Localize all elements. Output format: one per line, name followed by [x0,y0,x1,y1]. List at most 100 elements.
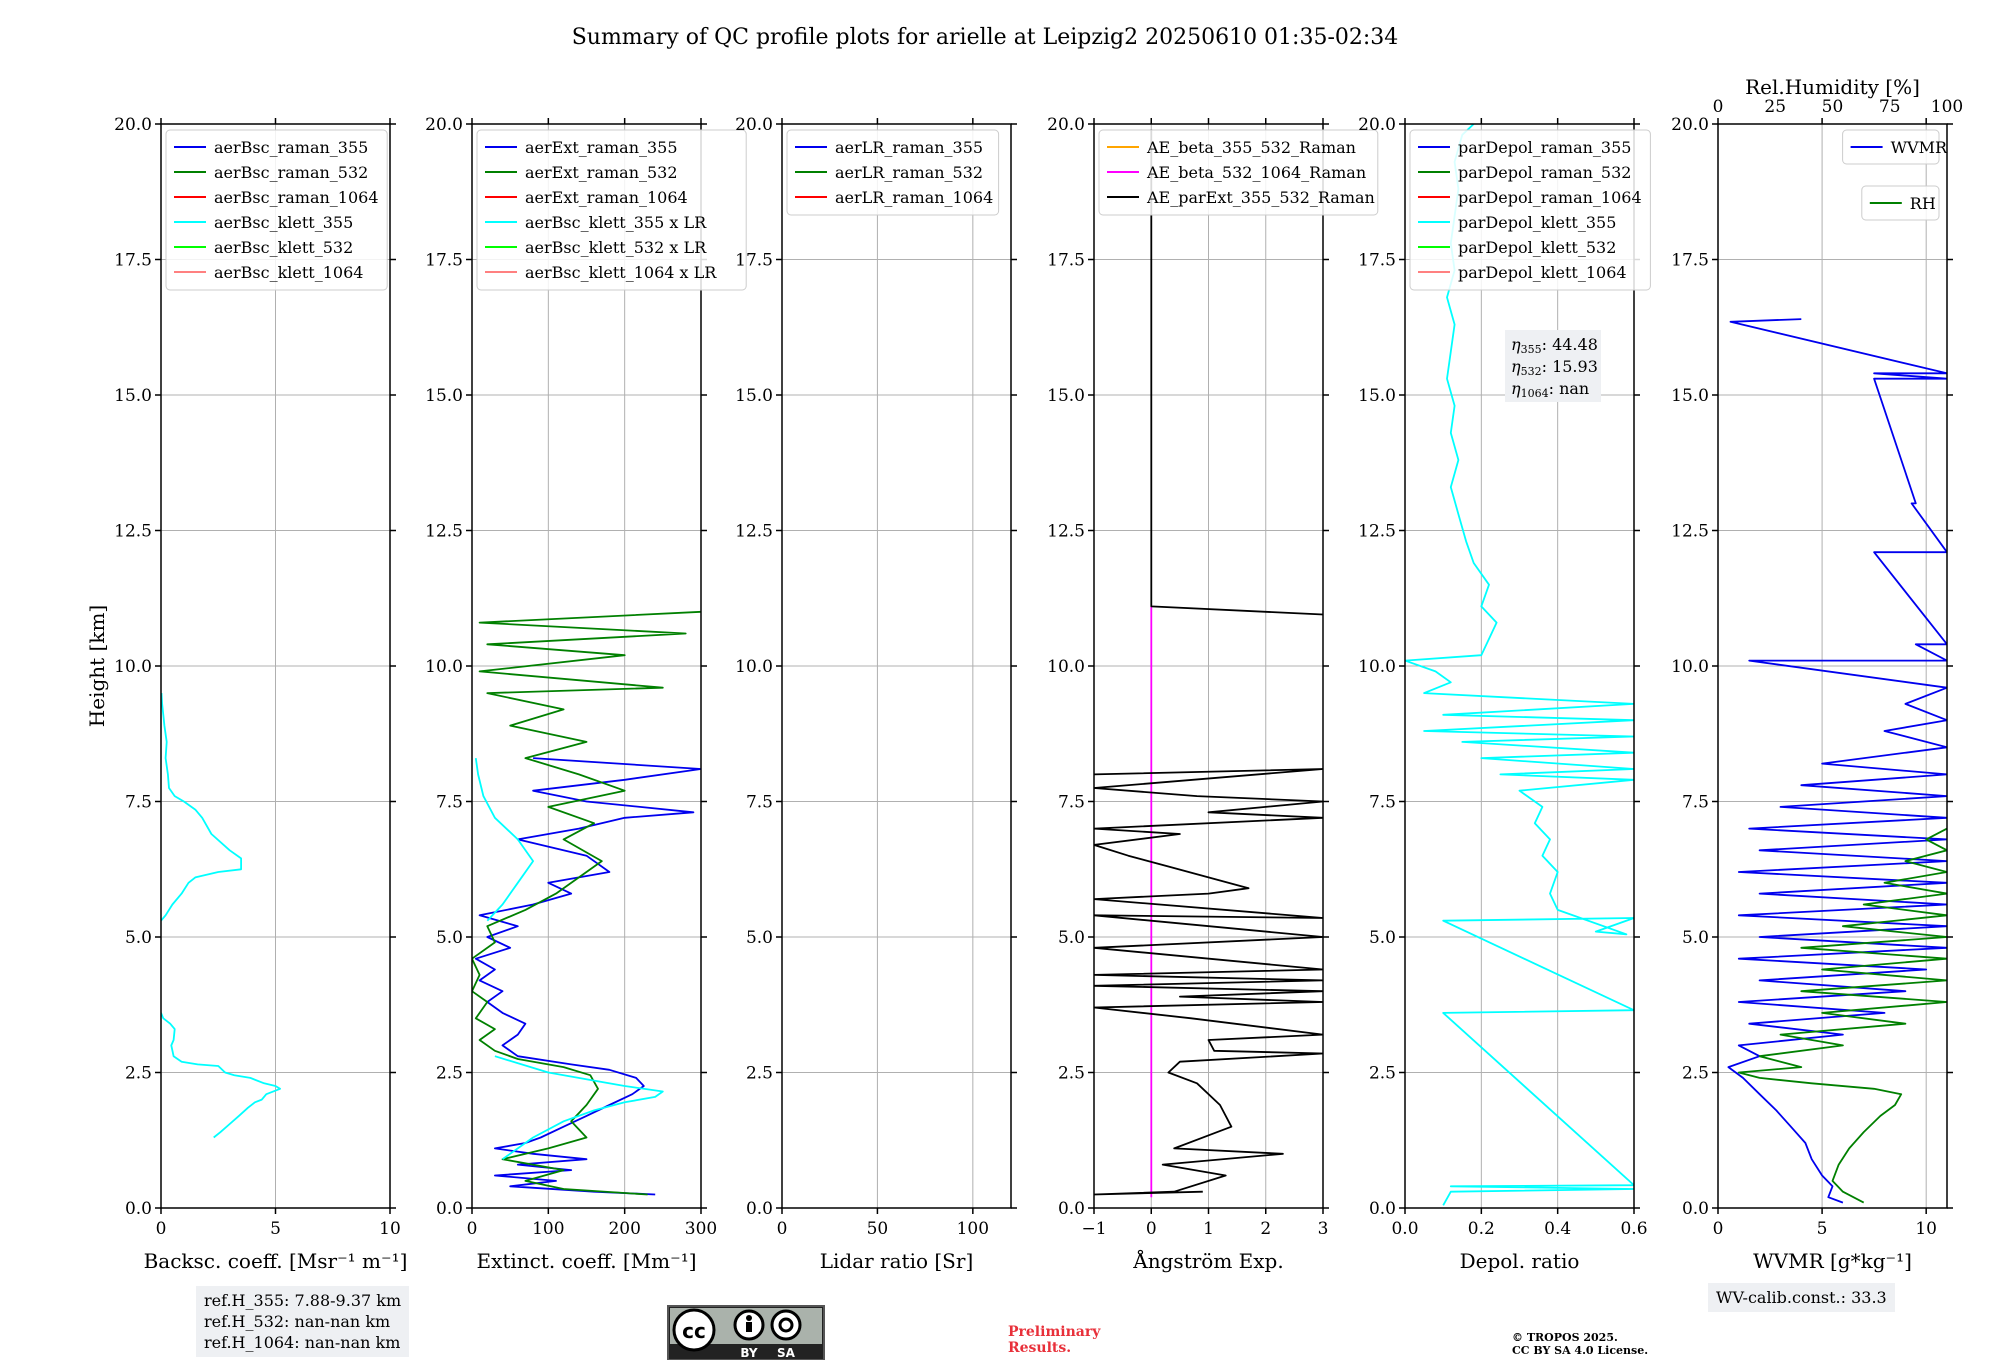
y-axis-label: Height [km] [85,605,109,727]
cc-logo-text: cc [682,1319,706,1343]
y-tick-label: 20.0 [1358,115,1396,135]
x-tick-label: 0.4 [1544,1219,1571,1239]
legend-box-2: RH [1861,185,1940,221]
x-tick-label: 0 [156,1219,167,1239]
y-tick-label: 2.5 [436,1064,463,1084]
legend-entry: aerBsc_klett_1064 x LR [525,263,717,282]
y-tick-label: 10.0 [1047,657,1085,677]
x-axis-label: Lidar ratio [Sr] [820,1249,974,1273]
cc-sa-label: SA [777,1346,796,1360]
legend-entry: parDepol_raman_355 [1458,138,1631,157]
y-tick-label: 5.0 [436,928,463,948]
y-tick-label: 0.0 [1682,1199,1709,1219]
top-tick-label: 25 [1764,97,1786,117]
y-tick-label: 0.0 [746,1199,773,1219]
x-tick-label: 5 [270,1219,281,1239]
legend-entry: aerBsc_klett_532 x LR [525,238,707,257]
legend-entry: aerLR_raman_532 [835,163,983,182]
y-tick-label: 12.5 [1358,522,1396,542]
legend-entry: parDepol_raman_532 [1458,163,1631,182]
panel-ext: 0.0 2.5 5.0 7.5 10.0 12.5 15.0 17.5 20.0 0 100 200 3… [425,115,747,1273]
legend-entry: aerExt_raman_532 [525,163,678,182]
eta-line: η355: 44.48 [1511,335,1598,356]
legend-entry: AE_beta_532_1064_Raman [1146,163,1366,182]
y-tick-label: 0.0 [1058,1199,1085,1219]
x-tick-label: 1 [1203,1219,1214,1239]
top-tick-label: 100 [1931,97,1963,117]
axes-frame [160,123,391,1209]
y-tick-label: 0.0 [1369,1199,1396,1219]
y-tick-label: 20.0 [1047,115,1085,135]
panel-bsc: 0.0 2.5 5.0 7.5 10.0 12.5 15.0 17.5 20.0 0 5 10 Back… [85,115,407,1273]
legend: aerExt_raman_355 aerExt_raman_532 aerExt_r… [476,129,747,291]
y-tick-label: 5.0 [746,928,773,948]
x-tick-label: 200 [608,1219,640,1239]
x-tick-label: 3 [1318,1219,1329,1239]
legend: aerBsc_raman_355 aerBsc_raman_532 aerBsc_r… [165,129,388,291]
y-tick-label: 2.5 [1369,1064,1396,1084]
y-tick-label: 15.0 [1671,386,1709,406]
legend-entry: parDepol_klett_355 [1458,213,1616,232]
legend-entry: aerBsc_raman_532 [214,163,368,182]
copyright-text-1: © TROPOS 2025. [1512,1331,1618,1344]
y-tick-label: 2.5 [1058,1064,1085,1084]
legend-entry: aerExt_raman_1064 [525,188,688,207]
x-tick-label: 10 [1915,1219,1937,1239]
ref-height-annotation: ref.H_355: 7.88-9.37 km ref.H_532: nan-n… [196,1286,410,1357]
legend-entry: aerExt_raman_355 [525,138,678,157]
panel-lr: 0.0 2.5 5.0 7.5 10.0 12.5 15.0 17.5 20.0 0 50 100 Li… [735,115,1017,1273]
y-tick-label: 17.5 [114,251,152,271]
x-tick-label: 100 [532,1219,564,1239]
y-tick-label: 15.0 [1047,386,1085,406]
preliminary-text-2: Results. [1008,1340,1071,1356]
x-axis-label: WVMR [g*kg⁻¹] [1753,1249,1912,1273]
x-tick-label: 0 [1713,1219,1724,1239]
cc-license-badge[interactable]: cc BY SA [667,1305,825,1360]
x-tick-label: 0.2 [1468,1219,1495,1239]
legend-entry: RH [1910,194,1936,213]
top-tick-label: 50 [1822,97,1844,117]
x-tick-label: 10 [379,1219,401,1239]
preliminary-text-1: Preliminary [1008,1324,1101,1340]
eta-line: η532: 15.93 [1511,357,1598,378]
x-tick-label: 300 [685,1219,717,1239]
y-tick-label: 10.0 [425,657,463,677]
series-line-aerext-raman-355 [474,757,701,1196]
x-axis-label: Extinct. coeff. [Mm⁻¹] [476,1249,696,1273]
wv-calib-annotation: WV-calib.const.: 33.3 [1708,1283,1895,1312]
legend-entry: parDepol_klett_1064 [1458,263,1627,282]
x-tick-label: 0 [1146,1219,1157,1239]
legend-entry: aerBsc_raman_1064 [214,188,379,207]
y-tick-label: 5.0 [1369,928,1396,948]
figure-title: Summary of QC profile plots for arielle … [572,25,1399,50]
panel-ae: 0.0 2.5 5.0 7.5 10.0 12.5 15.0 17.5 20.0 −1 0 1 2 3 Ån… [1047,115,1379,1273]
y-tick-label: 15.0 [735,386,773,406]
axes-frame [1093,123,1324,1209]
legend-entry: AE_beta_355_532_Raman [1146,138,1356,157]
y-tick-label: 20.0 [425,115,463,135]
y-tick-label: 7.5 [1682,793,1709,813]
y-tick-label: 0.0 [125,1199,152,1219]
x-tick-label: 0 [467,1219,478,1239]
y-tick-label: 15.0 [114,386,152,406]
legend-entry: parDepol_klett_532 [1458,238,1616,257]
x-tick-label: 50 [867,1219,889,1239]
x-tick-label: 0.6 [1620,1219,1647,1239]
eta-line: η1064: nan [1511,379,1589,400]
legend-entry: aerLR_raman_355 [835,138,983,157]
y-tick-label: 2.5 [746,1064,773,1084]
top-tick-label: 0 [1713,97,1724,117]
series-line-pardepol-klett-355 [1405,124,1634,1206]
y-tick-label: 20.0 [1671,115,1709,135]
y-tick-label: 7.5 [1369,793,1396,813]
series-line-ae-parext-355-532-raman-upper [1150,129,1323,616]
y-tick-label: 5.0 [125,928,152,948]
legend-entry: aerBsc_klett_355 [214,213,353,232]
y-tick-label: 20.0 [735,115,773,135]
axes-frame [1717,123,1948,1209]
x-axis-label: Depol. ratio [1460,1249,1580,1273]
y-tick-label: 0.0 [436,1199,463,1219]
legend-entry: aerLR_raman_1064 [835,188,993,207]
